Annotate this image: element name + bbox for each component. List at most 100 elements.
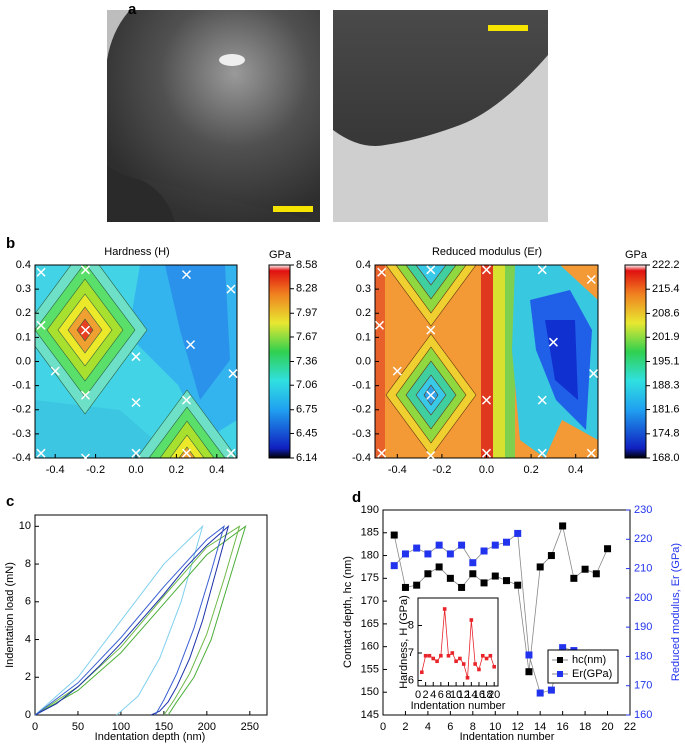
indent-marker [131,352,141,362]
data-point [480,653,485,658]
data-point [458,656,462,661]
x-tick-label: 12 [458,689,470,701]
y-tick-label: 0 [25,709,31,721]
indent-marker [36,320,46,330]
legend-marker [557,657,563,663]
colorbar-tick-label: 7.97 [296,307,317,319]
panel-label: d [352,489,361,506]
indent-marker [586,274,596,285]
data-point [401,550,409,558]
data-point [420,670,424,675]
data-point [570,574,578,582]
legend-marker [557,671,563,677]
data-point [458,583,466,591]
y-tick-label: -0.3 [12,428,31,440]
x-tick-label: 20 [601,721,613,733]
data-point [480,579,488,587]
y-tick-label: 0.4 [356,259,371,271]
data-point [480,547,488,555]
y-axis-label: Indentation load (mN) [4,562,16,668]
colorbar-tick-label: 188.3 [652,380,680,392]
colorbar-tick-label: 6.75 [296,404,317,416]
x-tick-label: 14 [465,689,477,701]
y-tick-label: 6 [25,596,31,608]
indent-marker [181,270,192,280]
colorbar-tick-label: 181.6 [652,403,680,415]
data-point [473,662,477,666]
data-point [514,529,522,537]
inset-background [418,598,498,686]
data-point [413,544,421,552]
data-point [469,618,474,622]
indent-marker [36,448,46,458]
data-point [446,550,454,558]
plot-frame [382,509,631,716]
indent-marker [226,284,236,294]
colorbar-tick-label: 6.14 [296,452,317,464]
indent-marker [50,366,60,376]
indent-marker [377,448,387,458]
y-tick-label: 175 [361,572,379,584]
x-tick-label: 2 [423,689,429,701]
indent-marker [80,265,91,275]
x-tick-label: 250 [241,721,259,733]
y2-tick-label: 190 [634,621,652,633]
indent-marker [589,369,599,379]
y-tick-label: 0.0 [356,355,371,367]
x-tick-label: 8 [470,721,476,733]
y-tick-label: 0.1 [16,331,31,343]
y-tick-label: -0.2 [12,404,31,416]
modulus-field [375,265,598,458]
x-tick-label: 6 [438,689,444,701]
indent-marker [426,265,436,275]
y-tick-label: 145 [361,709,379,721]
series-line [34,524,204,716]
series-line [34,525,241,716]
x-tick-label: 22 [624,721,636,733]
colorbar-tick-label: 208.6 [652,307,680,319]
data-point [547,686,555,694]
data-point [461,662,466,666]
data-point [559,522,567,530]
data-point [450,651,455,655]
indent-marker [36,267,46,277]
x-tick-label: 6 [447,721,453,733]
data-point [477,667,481,672]
x-tick-label: 0 [415,689,421,701]
y-tick-label: 155 [361,663,379,675]
x-tick-label: 0 [380,721,386,733]
data-point [592,570,600,578]
x-tick-label: 0.0 [479,464,494,476]
data-point [547,552,555,560]
data-point [424,550,432,558]
data-point [525,668,533,676]
panel-label: a [128,1,137,18]
y-tick-label: -0.1 [352,380,371,392]
y-tick-label: 160 [361,641,379,653]
indent-marker [426,325,436,335]
x-tick-label: 0 [32,721,38,733]
x-tick-label: 200 [198,721,216,733]
y2-tick-label: 200 [634,592,652,604]
colorbar-label: GPa [269,249,292,261]
y-tick-label: 190 [361,504,379,516]
series-line [34,525,247,716]
colorbar-label: GPa [625,249,648,261]
data-point [536,563,544,571]
data-point [503,538,510,546]
data-point [469,570,477,578]
data-point [442,607,447,611]
y-tick-label: 0.3 [356,283,371,295]
x-tick-label: 18 [480,689,492,701]
x-tick-label: 10 [450,689,462,701]
y-tick-label: 8 [408,619,414,631]
data-point [423,653,428,658]
y-tick-label: -0.4 [352,452,371,464]
indent-marker [426,451,436,461]
y-tick-label: -0.3 [352,428,371,440]
colorbar-tick-label: 195.1 [652,355,680,367]
data-point [424,570,432,578]
y-tick-label: 10 [19,520,31,532]
y-axis-label: Contact depth, hc (nm) [342,556,354,668]
x-tick-label: 16 [473,689,485,701]
